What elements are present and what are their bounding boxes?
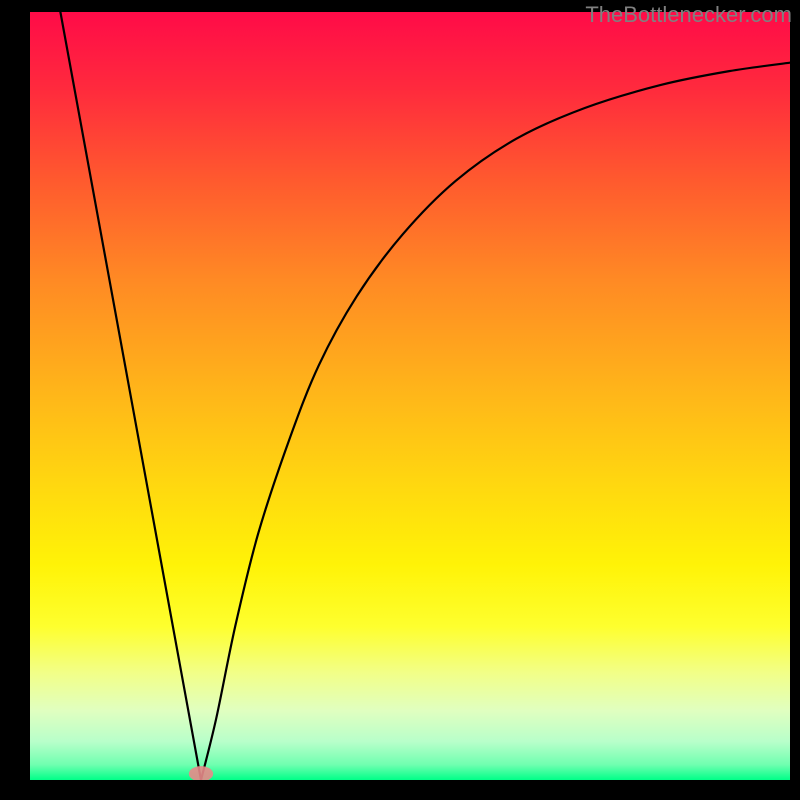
gradient-background <box>30 12 790 780</box>
chart-container: TheBottlenecker.com <box>0 0 800 800</box>
plot-area <box>30 12 790 780</box>
chart-svg <box>30 12 790 780</box>
watermark-text: TheBottlenecker.com <box>585 2 792 28</box>
